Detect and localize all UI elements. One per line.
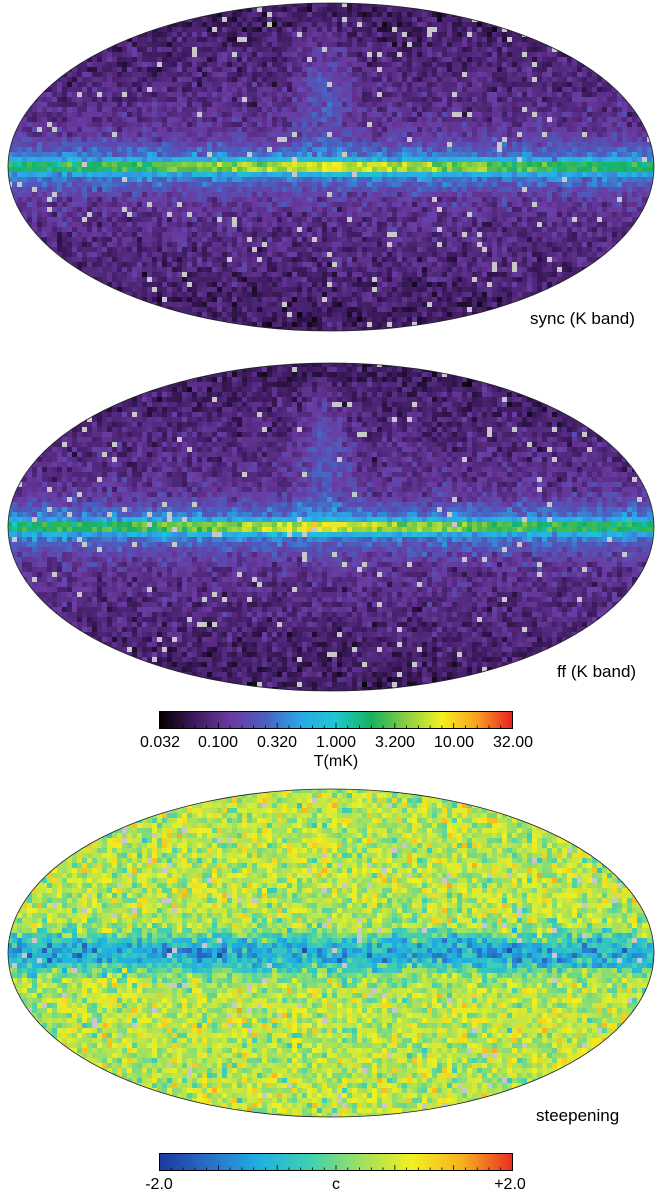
sync-map-image — [7, 2, 655, 332]
steepening-map-label: steepening — [536, 1106, 619, 1126]
steepening-map — [7, 788, 655, 1118]
index-tick-label-max: +2.0 — [494, 1176, 526, 1194]
temperature-colorbar-gradient — [159, 711, 513, 729]
index-colorbar — [159, 1153, 513, 1171]
index-colorbar-title: c — [332, 1176, 340, 1194]
temperature-tick-label: 1.000 — [316, 734, 356, 752]
ff-map-label: ff (K band) — [557, 662, 636, 682]
index-colorbar-gradient — [159, 1153, 513, 1171]
index-tick-label-min: -2.0 — [145, 1176, 173, 1194]
temperature-tick-label: 0.320 — [257, 734, 297, 752]
sync-map — [7, 2, 655, 332]
temperature-tick-label: 10.00 — [434, 734, 474, 752]
ff-map — [7, 362, 655, 692]
ff-map-image — [7, 362, 655, 692]
sync-map-label: sync (K band) — [530, 309, 635, 329]
steepening-map-image — [7, 788, 655, 1118]
temperature-tick-label: 32.00 — [493, 734, 533, 752]
temperature-tick-label: 0.100 — [198, 734, 238, 752]
temperature-colorbar — [159, 711, 513, 729]
temperature-tick-label: 3.200 — [375, 734, 415, 752]
temperature-tick-label: 0.032 — [140, 734, 180, 752]
temperature-colorbar-title: T(mK) — [314, 753, 358, 771]
